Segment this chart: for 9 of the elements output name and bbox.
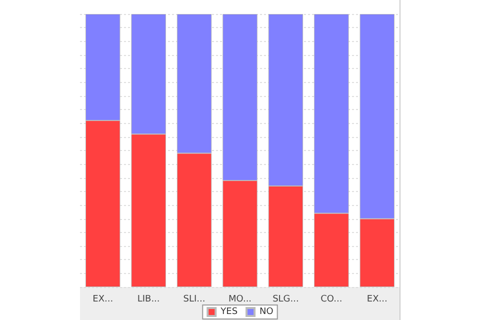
x-tick-label: SLG... xyxy=(272,294,299,304)
legend-label: YES xyxy=(220,307,238,317)
x-tick-label: MO... xyxy=(228,294,252,304)
x-tick-label: CO... xyxy=(320,294,342,304)
x-tick-label: LIB... xyxy=(137,294,160,304)
legend-label: NO xyxy=(260,307,274,317)
x-tick-label: SLI... xyxy=(183,294,206,304)
x-tick-label: EX... xyxy=(92,294,114,304)
x-tick-label: EX... xyxy=(366,294,388,304)
